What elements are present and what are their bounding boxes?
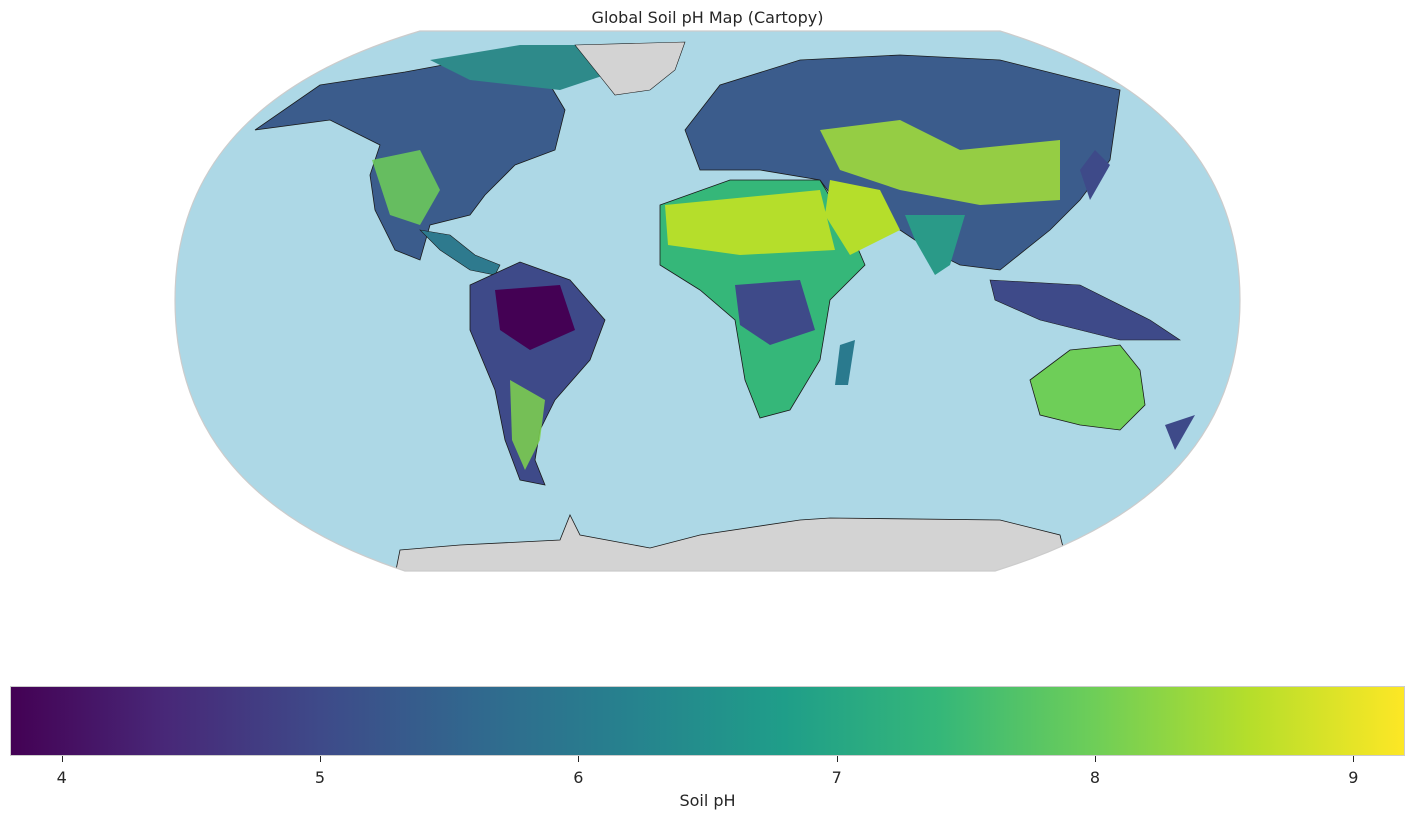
- map-title: Global Soil pH Map (Cartopy): [591, 8, 824, 27]
- soil-ph-map: [174, 30, 1241, 572]
- map-boundary: [174, 30, 1241, 572]
- region-arctic-canada: [430, 45, 620, 90]
- colorbar-tick-label: 7: [831, 768, 842, 787]
- colorbar-tick-mark: [61, 756, 63, 762]
- region-australia: [1029, 344, 1146, 431]
- region-patagonia: [510, 380, 545, 470]
- region-japan: [1080, 150, 1110, 200]
- region-amazon: [495, 285, 575, 350]
- region-congo: [735, 280, 815, 345]
- colorbar-tick-label: 6: [573, 768, 584, 787]
- colorbar: [10, 686, 1405, 756]
- colorbar-tick-label: 8: [1089, 768, 1101, 787]
- region-india: [905, 215, 965, 275]
- colorbar-tick-mark: [1095, 756, 1096, 762]
- region-madagascar: [835, 340, 855, 385]
- region-new-zealand: [1165, 415, 1195, 450]
- region-central-america: [419, 229, 501, 276]
- region-arabia: [825, 180, 900, 255]
- colorbar-tick-label: 5: [314, 768, 326, 787]
- region-greenland: [574, 41, 686, 96]
- colorbar-tick-mark: [1353, 756, 1355, 762]
- colorbar-tick-label: 4: [56, 768, 67, 787]
- colorbar-tick-label: 9: [1348, 768, 1359, 787]
- region-western-us: [372, 150, 440, 225]
- colorbar-tick-mark: [578, 756, 580, 762]
- colorbar-tick-mark: [836, 756, 838, 762]
- region-sahara: [665, 190, 835, 255]
- region-southeast-asia: [989, 279, 1181, 341]
- region-central-asia: [820, 120, 1060, 205]
- colorbar-label: Soil pH: [679, 791, 736, 810]
- colorbar-tick-mark: [320, 756, 321, 762]
